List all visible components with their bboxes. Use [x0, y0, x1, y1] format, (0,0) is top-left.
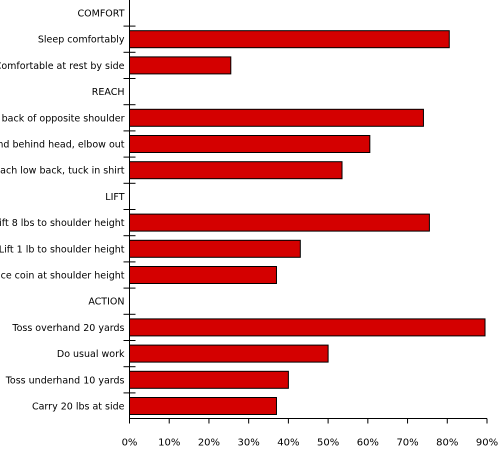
x-tick-label: 20%	[198, 438, 220, 449]
category-label: Carry 20 lbs at side	[32, 402, 125, 413]
x-tick-label: 80%	[436, 438, 458, 449]
x-tick-label: 30%	[238, 438, 260, 449]
category-label: Comfortable at rest by side	[0, 61, 125, 72]
category-label: Lift 1 lb to shoulder height	[0, 244, 125, 255]
group-label: COMFORT	[78, 9, 125, 20]
category-label: Place coin at shoulder height	[0, 271, 125, 282]
bar	[129, 30, 450, 49]
x-tick-label: 70%	[396, 438, 418, 449]
category-label: Reach low back, tuck in shirt	[0, 166, 125, 177]
x-tick-label: 50%	[317, 438, 339, 449]
bar	[129, 318, 486, 337]
bar	[129, 239, 301, 258]
category-label: Toss underhand 10 yards	[5, 375, 125, 386]
x-tick-label: 90%	[476, 438, 498, 449]
group-label: REACH	[92, 87, 125, 98]
bar	[129, 266, 277, 284]
group-label: ACTION	[88, 297, 124, 308]
bar	[129, 344, 329, 363]
category-label: Wash back of opposite shoulder	[0, 113, 125, 124]
bar	[129, 108, 424, 127]
x-tick-label: 10%	[158, 438, 180, 449]
x-tick-label: 40%	[277, 438, 299, 449]
category-label: Hand behind head, elbow out	[0, 140, 125, 151]
bar	[129, 370, 289, 389]
x-tick-label: 0%	[122, 438, 138, 449]
category-label: Sleep comfortably	[38, 35, 125, 46]
x-tick-label: 60%	[357, 438, 379, 449]
group-label: LIFT	[105, 192, 124, 203]
category-label: Toss overhand 20 yards	[11, 323, 124, 334]
bar	[129, 397, 277, 415]
bar	[129, 213, 430, 232]
bar	[129, 135, 371, 153]
bar	[129, 56, 232, 75]
category-label: Do usual work	[57, 349, 125, 360]
category-label: Lift 8 lbs to shoulder height	[0, 218, 125, 229]
bar	[129, 161, 343, 180]
